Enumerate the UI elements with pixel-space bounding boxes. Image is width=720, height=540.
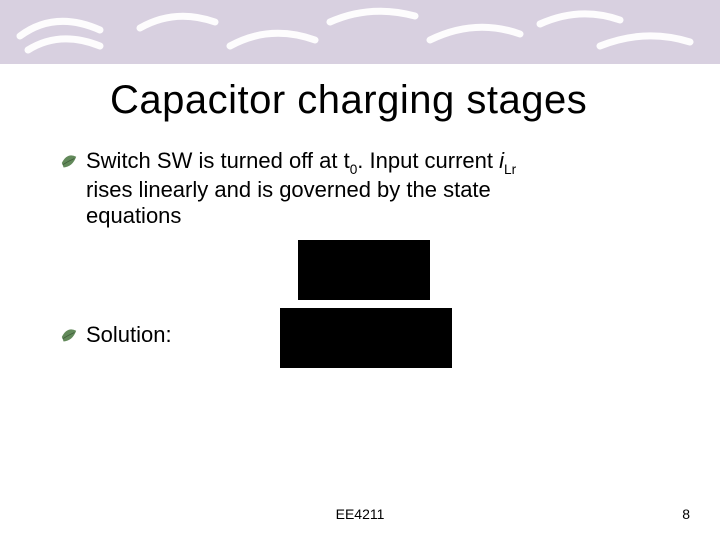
page-number: 8 (682, 506, 690, 522)
page-title: Capacitor charging stages (110, 78, 587, 123)
redaction-box (280, 308, 452, 368)
bullet-text: Switch SW is turned off at t0. Input cur… (86, 148, 516, 229)
bullet-text: Solution: (86, 322, 172, 348)
footer-course: EE4211 (0, 506, 720, 522)
banner-art (0, 0, 720, 64)
banner (0, 0, 720, 64)
leaf-icon (60, 328, 78, 346)
redaction-box (298, 240, 430, 300)
leaf-icon (60, 154, 78, 172)
